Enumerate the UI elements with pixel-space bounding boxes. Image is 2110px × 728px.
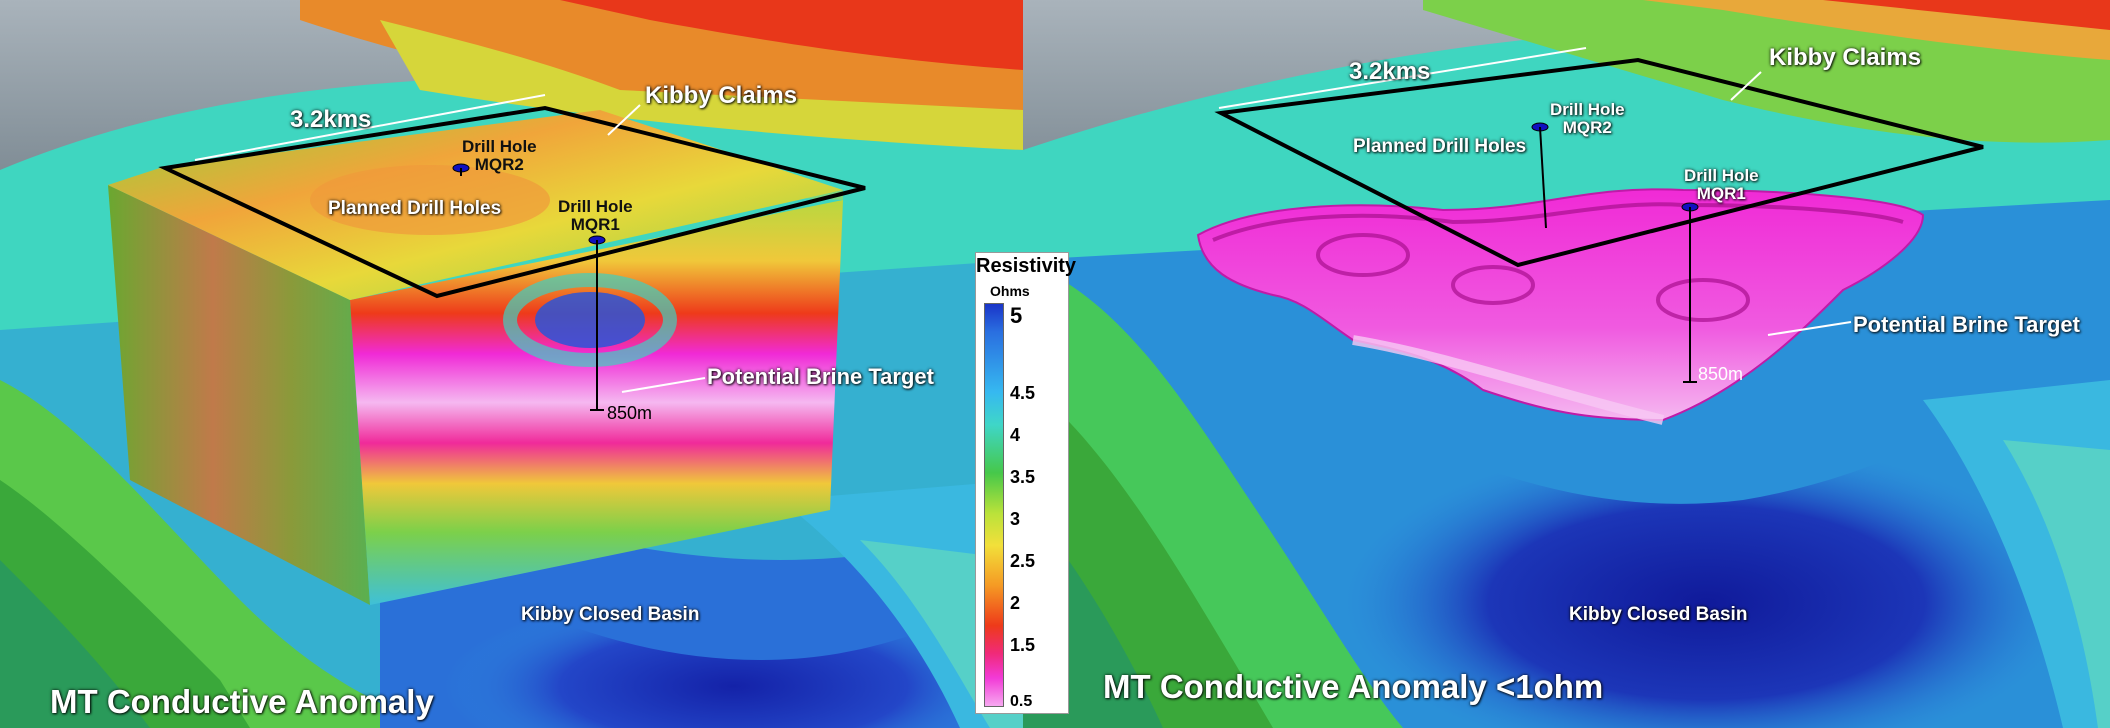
legend-tick: 5	[1010, 303, 1023, 328]
depth-label: 850m	[1698, 364, 1744, 384]
right-panel-3d-view: 3.2kms Kibby Claims Planned Drill Holes …	[1023, 0, 2110, 728]
distance-label: 3.2kms	[1349, 58, 1431, 85]
target-leader-line	[621, 377, 706, 393]
legend-tick: 4.5	[1010, 383, 1036, 403]
basin-label: Kibby Closed Basin	[521, 604, 700, 625]
left-terrain-scene	[0, 0, 1023, 728]
drill-hole-mqr2-label: Drill Hole MQR2	[462, 138, 537, 174]
depth-label: 850m	[607, 403, 653, 423]
left-panel-3d-view: 3.2kms Kibby Claims Planned Drill Holes …	[0, 0, 1023, 728]
legend-tick: 3.5	[1010, 467, 1036, 487]
resistivity-legend: Resistivity Ohms 5 4.5 4 3.5 3 2.5 2 1.5…	[975, 252, 1077, 714]
legend-tick: 1.5	[1010, 635, 1036, 655]
drill-hole-mqr2-line1: Drill Hole	[462, 137, 537, 156]
kibby-claims-outline	[158, 105, 866, 299]
claims-leader-line	[607, 104, 641, 136]
planned-drill-holes-label: Planned Drill Holes	[1353, 136, 1527, 157]
claims-leader-line	[1730, 71, 1762, 101]
basin-label: Kibby Closed Basin	[1569, 604, 1748, 625]
right-terrain-scene	[1023, 0, 2110, 728]
target-leader-line	[1767, 321, 1852, 336]
brine-target-label: Potential Brine Target	[1853, 312, 2080, 337]
legend-tick: 2	[1010, 593, 1021, 613]
distance-leader-line	[194, 94, 546, 161]
drill-hole-mqr2-line2: MQR2	[474, 155, 524, 174]
drill-hole-mqr1-line2: MQR1	[570, 215, 620, 234]
kibby-claims-label: Kibby Claims	[1769, 44, 1922, 71]
legend-tick: 4	[1010, 425, 1021, 445]
legend-color-bar	[984, 303, 1004, 707]
drill-hole-mqr2-label: Drill Hole MQR2	[1550, 101, 1625, 137]
drill-hole-mqr1-line2: MQR1	[1696, 184, 1746, 203]
drill-hole-mqr2-line1: Drill Hole	[1550, 100, 1625, 119]
kibby-claims-label: Kibby Claims	[645, 82, 798, 109]
drill-hole-mqr1-line1: Drill Hole	[558, 197, 633, 216]
legend-tick: 3	[1010, 509, 1021, 529]
drill-hole-mqr2-trace	[1539, 126, 1547, 229]
legend-units: Ohms	[990, 283, 1030, 299]
drill-hole-mqr1-label: Drill Hole MQR1	[558, 198, 633, 234]
legend-title: Resistivity	[976, 255, 1077, 277]
distance-leader-line	[1218, 47, 1587, 109]
right-panel-title: MT Conductive Anomaly <1ohm	[1103, 668, 1604, 705]
drill-hole-mqr1-label: Drill Hole MQR1	[1684, 167, 1759, 203]
legend-tick: 0.5	[1010, 693, 1033, 710]
brine-target-label: Potential Brine Target	[707, 364, 934, 389]
legend-tick: 2.5	[1010, 551, 1036, 571]
kibby-claims-outline	[1214, 57, 1984, 268]
drill-hole-mqr1-line1: Drill Hole	[1684, 166, 1759, 185]
conductive-anomaly-body	[1196, 188, 1925, 422]
left-panel-title: MT Conductive Anomaly	[50, 683, 434, 720]
model-block-left-face	[108, 185, 370, 605]
distance-label: 3.2kms	[290, 106, 372, 133]
drill-hole-mqr2-line2: MQR2	[1562, 118, 1612, 137]
planned-drill-holes-label: Planned Drill Holes	[328, 198, 502, 219]
